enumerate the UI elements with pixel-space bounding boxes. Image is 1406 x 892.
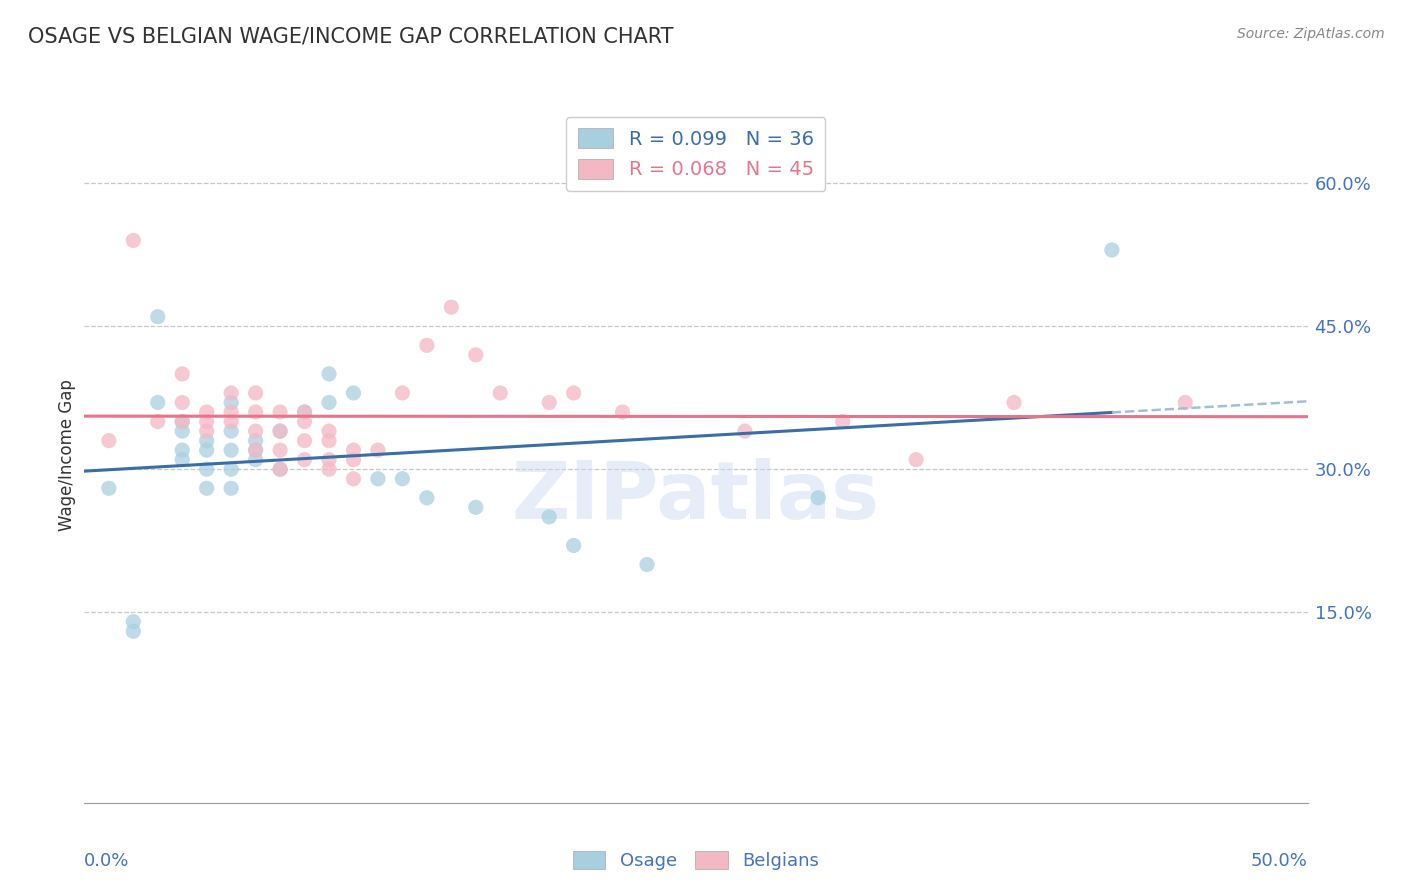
Point [219,424,242,438]
Point [219,462,242,476]
Point [219,395,242,409]
Point [440,300,463,314]
Point [219,386,242,401]
Point [269,405,291,419]
Point [245,405,267,419]
Point [146,310,169,324]
Point [1174,395,1197,409]
Point [172,415,194,429]
Point [97,434,120,448]
Point [562,386,585,401]
Point [367,443,389,458]
Text: 0.0%: 0.0% [84,852,129,870]
Point [245,443,267,458]
Text: Source: ZipAtlas.com: Source: ZipAtlas.com [1237,27,1385,41]
Point [245,424,267,438]
Point [269,443,291,458]
Point [245,434,267,448]
Point [318,452,340,467]
Point [318,462,340,476]
Point [318,367,340,381]
Point [294,434,316,448]
Point [195,434,218,448]
Point [122,624,145,639]
Point [172,424,194,438]
Point [195,462,218,476]
Point [219,415,242,429]
Text: OSAGE VS BELGIAN WAGE/INCOME GAP CORRELATION CHART: OSAGE VS BELGIAN WAGE/INCOME GAP CORRELA… [28,27,673,46]
Point [245,386,267,401]
Point [342,443,364,458]
Point [146,395,169,409]
Point [172,395,194,409]
Point [294,452,316,467]
Point [172,367,194,381]
Point [269,424,291,438]
Point [195,443,218,458]
Point [538,395,561,409]
Point [318,395,340,409]
Point [122,234,145,248]
Point [1101,243,1123,257]
Point [294,405,316,419]
Point [219,481,242,495]
Point [195,415,218,429]
Point [219,443,242,458]
Text: ZIPatlas: ZIPatlas [512,458,880,536]
Point [269,424,291,438]
Point [464,500,486,515]
Point [391,386,413,401]
Point [245,443,267,458]
Point [538,509,561,524]
Point [172,452,194,467]
Point [318,434,340,448]
Point [172,415,194,429]
Point [219,405,242,419]
Point [342,472,364,486]
Point [636,558,658,572]
Point [97,481,120,495]
Point [195,424,218,438]
Point [1002,395,1025,409]
Point [905,452,928,467]
Point [391,472,413,486]
Point [269,462,291,476]
Text: 50.0%: 50.0% [1251,852,1308,870]
Point [416,491,439,505]
Legend: Osage, Belgians: Osage, Belgians [565,844,827,877]
Point [172,443,194,458]
Point [146,415,169,429]
Point [562,539,585,553]
Point [416,338,439,352]
Point [195,481,218,495]
Point [807,491,830,505]
Y-axis label: Wage/Income Gap: Wage/Income Gap [58,379,76,531]
Point [342,386,364,401]
Point [342,452,364,467]
Point [294,405,316,419]
Point [294,415,316,429]
Point [122,615,145,629]
Point [269,462,291,476]
Point [464,348,486,362]
Point [195,405,218,419]
Point [367,472,389,486]
Point [489,386,512,401]
Point [734,424,756,438]
Point [245,452,267,467]
Point [612,405,634,419]
Point [318,424,340,438]
Point [831,415,853,429]
